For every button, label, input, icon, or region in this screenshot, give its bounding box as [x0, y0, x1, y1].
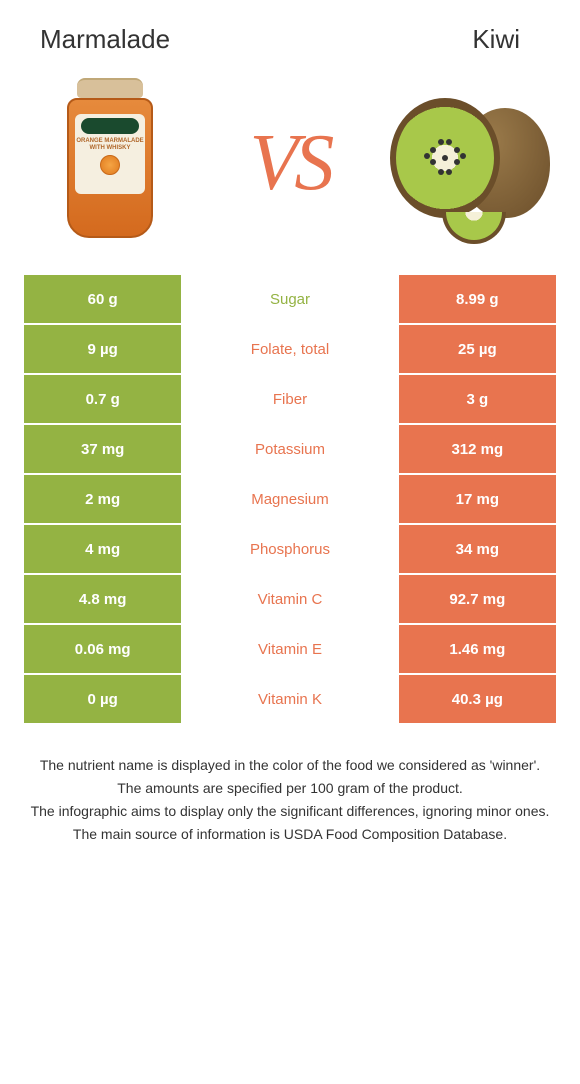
right-value-cell: 34 mg [398, 524, 557, 574]
jar-label-text: ORANGE MARMALADE WITH WHISKY [75, 138, 145, 151]
table-row: 0 µgVitamin K40.3 µg [23, 674, 557, 724]
footnotes: The nutrient name is displayed in the co… [0, 725, 580, 845]
left-value-cell: 4.8 mg [23, 574, 182, 624]
table-row: 4.8 mgVitamin C92.7 mg [23, 574, 557, 624]
marmalade-jar-icon: ORANGE MARMALADE WITH WHISKY [55, 78, 165, 248]
right-value-cell: 1.46 mg [398, 624, 557, 674]
nutrient-name-cell: Magnesium [182, 474, 397, 524]
left-value-cell: 60 g [23, 274, 182, 324]
header-row: Marmalade Kiwi [0, 0, 580, 63]
right-value-cell: 8.99 g [398, 274, 557, 324]
left-value-cell: 2 mg [23, 474, 182, 524]
left-value-cell: 0.06 mg [23, 624, 182, 674]
left-value-cell: 0 µg [23, 674, 182, 724]
table-row: 9 µgFolate, total25 µg [23, 324, 557, 374]
footnote-line: The nutrient name is displayed in the co… [30, 755, 550, 776]
images-row: ORANGE MARMALADE WITH WHISKY VS [0, 63, 580, 273]
vs-label: VS [250, 118, 331, 209]
comparison-table: 60 gSugar8.99 g9 µgFolate, total25 µg0.7… [22, 273, 558, 725]
footnote-line: The amounts are specified per 100 gram o… [30, 778, 550, 799]
left-food-title: Marmalade [40, 24, 170, 55]
right-value-cell: 25 µg [398, 324, 557, 374]
nutrient-name-cell: Fiber [182, 374, 397, 424]
footnote-line: The infographic aims to display only the… [30, 801, 550, 822]
nutrient-name-cell: Phosphorus [182, 524, 397, 574]
kiwi-icon [390, 88, 550, 238]
left-value-cell: 0.7 g [23, 374, 182, 424]
right-value-cell: 40.3 µg [398, 674, 557, 724]
table-row: 37 mgPotassium312 mg [23, 424, 557, 474]
right-food-title: Kiwi [472, 24, 520, 55]
table-row: 4 mgPhosphorus34 mg [23, 524, 557, 574]
nutrient-name-cell: Sugar [182, 274, 397, 324]
nutrient-name-cell: Vitamin K [182, 674, 397, 724]
right-value-cell: 3 g [398, 374, 557, 424]
right-value-cell: 312 mg [398, 424, 557, 474]
left-food-image: ORANGE MARMALADE WITH WHISKY [30, 73, 190, 253]
right-value-cell: 17 mg [398, 474, 557, 524]
table-row: 0.06 mgVitamin E1.46 mg [23, 624, 557, 674]
left-value-cell: 4 mg [23, 524, 182, 574]
left-value-cell: 9 µg [23, 324, 182, 374]
footnote-line: The main source of information is USDA F… [30, 824, 550, 845]
table-row: 2 mgMagnesium17 mg [23, 474, 557, 524]
left-value-cell: 37 mg [23, 424, 182, 474]
table-row: 0.7 gFiber3 g [23, 374, 557, 424]
nutrient-name-cell: Vitamin E [182, 624, 397, 674]
nutrient-name-cell: Potassium [182, 424, 397, 474]
table-row: 60 gSugar8.99 g [23, 274, 557, 324]
right-food-image [390, 73, 550, 253]
nutrient-name-cell: Vitamin C [182, 574, 397, 624]
right-value-cell: 92.7 mg [398, 574, 557, 624]
nutrient-name-cell: Folate, total [182, 324, 397, 374]
